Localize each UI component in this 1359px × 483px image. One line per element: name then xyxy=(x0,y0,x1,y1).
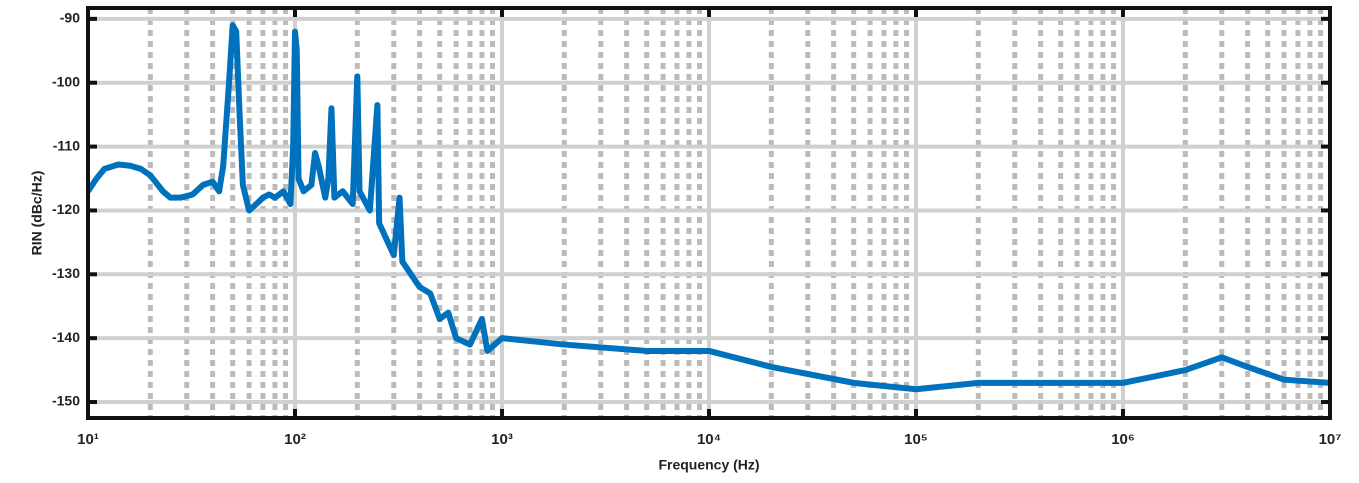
x-tick-label: 10¹ xyxy=(77,431,99,448)
y-tick-label: -140 xyxy=(52,329,80,345)
x-tick-label: 10³ xyxy=(491,431,513,448)
x-tick-label: 10⁴ xyxy=(697,431,721,448)
y-tick-label: -90 xyxy=(60,10,80,26)
y-tick-label: -150 xyxy=(52,393,80,409)
x-tick-label: 10⁵ xyxy=(904,431,928,448)
x-axis-label: Frequency (Hz) xyxy=(658,457,759,473)
y-tick-label: -110 xyxy=(53,137,80,153)
y-tick-label: -100 xyxy=(52,73,80,89)
y-tick-label: -130 xyxy=(52,265,80,281)
x-tick-label: 10² xyxy=(284,431,306,448)
data-line xyxy=(85,22,1331,393)
x-tick-label: 10⁶ xyxy=(1111,431,1135,448)
plot-frame xyxy=(86,6,1332,420)
y-axis-label: RIN (dBc/Hz) xyxy=(29,171,45,256)
y-tick-label: -120 xyxy=(52,201,80,217)
x-tick-label: 10⁷ xyxy=(1319,431,1342,448)
